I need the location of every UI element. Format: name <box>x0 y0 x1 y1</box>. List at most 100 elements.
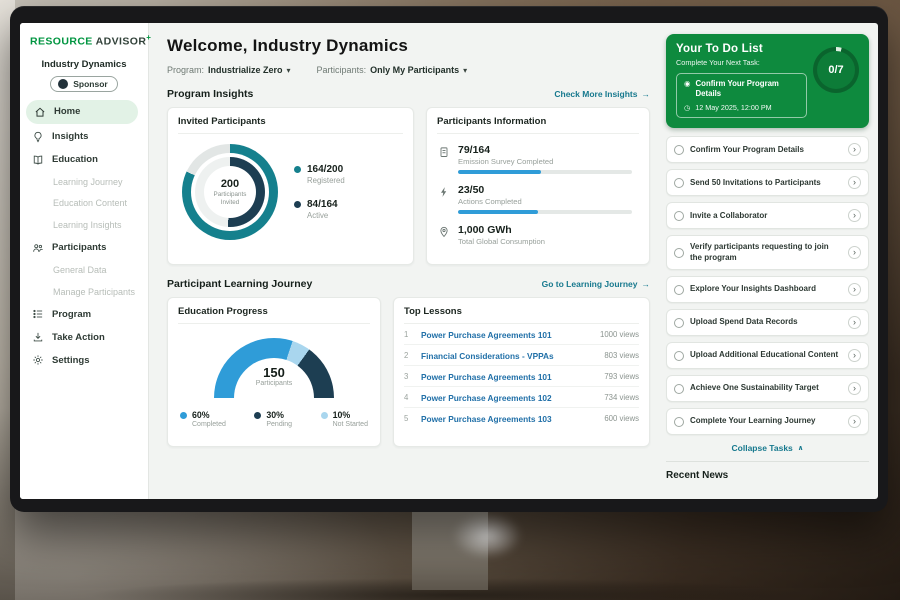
task-list: Confirm Your Program Details › Send 50 I… <box>666 136 869 441</box>
chevron-right-icon[interactable]: › <box>848 209 861 223</box>
sidebar-item-take-action[interactable]: Take Action <box>20 326 148 348</box>
chevron-right-icon[interactable]: › <box>848 415 861 429</box>
task-item[interactable]: Upload Spend Data Records › <box>666 309 869 337</box>
checkbox-icon[interactable] <box>674 247 684 258</box>
logo-plus: + <box>146 33 152 42</box>
checkbox-icon[interactable] <box>674 383 684 394</box>
go-to-learning-journey-link[interactable]: Go to Learning Journey → <box>542 279 650 289</box>
sidebar-item-learning-insights[interactable]: Learning Insights <box>20 215 148 236</box>
program-insights-header: Program Insights Check More Insights → <box>167 88 650 100</box>
chevron-right-icon[interactable]: › <box>848 176 861 190</box>
legend-item-not-started: 10% Not Started <box>320 410 368 428</box>
checkbox-icon[interactable] <box>674 144 684 155</box>
legend-item-active: 84/164 Active <box>294 199 345 220</box>
sidebar-item-label: General Data <box>53 264 107 275</box>
chevron-right-icon[interactable]: › <box>848 316 861 330</box>
lesson-row: 3 Power Purchase Agreements 101 793 view… <box>404 366 639 387</box>
chevron-right-icon[interactable]: › <box>848 382 861 396</box>
legend-dot <box>180 412 187 419</box>
gauge-center-label: Participants <box>255 380 293 387</box>
task-item[interactable]: Verify participants requesting to join t… <box>666 235 869 271</box>
task-label: Invite a Collaborator <box>690 210 768 220</box>
link-label: Go to Learning Journey <box>541 279 638 289</box>
program-filter[interactable]: Program: Industrialize Zero ▾ <box>167 65 291 75</box>
lesson-row: 5 Power Purchase Agreements 103 600 view… <box>404 408 639 428</box>
task-item[interactable]: Send 50 Invitations to Participants › <box>666 169 869 197</box>
org-name: Industry Dynamics <box>41 58 127 70</box>
sidebar-item-manage-participants[interactable]: Manage Participants <box>20 282 148 303</box>
task-item[interactable]: Invite a Collaborator › <box>666 202 869 230</box>
dashboard-screen: RESOURCE ADVISOR+ Industry Dynamics Spon… <box>20 23 878 499</box>
participants-filter-label: Participants: <box>316 65 367 75</box>
task-item[interactable]: Explore Your Insights Dashboard › <box>666 276 869 304</box>
stat-emission-survey: 79/164 Emission Survey Completed <box>437 144 639 174</box>
gauge-center-value: 150 <box>263 365 285 380</box>
gear-icon <box>32 354 44 366</box>
lesson-link[interactable]: Power Purchase Agreements 102 <box>421 392 552 403</box>
sidebar-item-insights[interactable]: Insights <box>20 126 148 148</box>
lesson-link[interactable]: Power Purchase Agreements 101 <box>421 329 552 340</box>
checkbox-icon[interactable] <box>674 284 684 295</box>
checkbox-icon[interactable] <box>674 210 684 221</box>
checkbox-icon[interactable] <box>674 416 684 427</box>
sidebar-item-label: Settings <box>52 354 90 366</box>
sidebar-item-general-data[interactable]: General Data <box>20 260 148 281</box>
clock-icon: ◷ <box>684 103 691 113</box>
sidebar-item-label: Participants <box>52 242 107 254</box>
main-content: Welcome, Industry Dynamics Program: Indu… <box>149 23 664 499</box>
logo-resource: RESOURCE <box>30 35 93 48</box>
task-label: Upload Spend Data Records <box>690 317 798 327</box>
task-item[interactable]: Confirm Your Program Details › <box>666 136 869 164</box>
chevron-right-icon[interactable]: › <box>848 246 861 260</box>
task-item[interactable]: Upload Additional Educational Content › <box>666 342 869 370</box>
check-more-insights-link[interactable]: Check More Insights → <box>554 89 650 99</box>
task-item[interactable]: Achieve One Sustainability Target › <box>666 375 869 403</box>
task-label: Send 50 Invitations to Participants <box>690 177 821 187</box>
book-icon <box>32 154 44 166</box>
legend-dot <box>294 166 301 173</box>
sponsor-badge[interactable]: Sponsor <box>50 75 118 92</box>
sidebar-item-education[interactable]: Education <box>20 149 148 171</box>
checkbox-icon[interactable] <box>674 350 684 361</box>
stat-label: Emission Survey Completed <box>458 157 554 166</box>
top-lessons-card: Top Lessons 1 Power Purchase Agreements … <box>393 297 650 447</box>
legend-value: 10% <box>332 410 351 420</box>
education-progress-gauge: 150 Participants <box>214 338 334 398</box>
lesson-link[interactable]: Financial Considerations - VPPAs <box>421 350 554 361</box>
checkbox-icon[interactable] <box>674 317 684 328</box>
checkbox-icon[interactable] <box>674 177 684 188</box>
stat-label: Actions Completed <box>458 197 522 206</box>
lesson-link[interactable]: Power Purchase Agreements 103 <box>421 413 552 424</box>
lesson-views: 793 views <box>604 372 639 381</box>
task-label: Verify participants requesting to join t… <box>690 242 829 262</box>
invited-participants-donut: 200 Participants Invited <box>182 144 278 240</box>
next-task-time: 12 May 2025, 12:00 PM <box>695 103 772 113</box>
sidebar-item-education-content[interactable]: Education Content <box>20 193 148 214</box>
monitor: RESOURCE ADVISOR+ Industry Dynamics Spon… <box>10 6 888 512</box>
legend-label: Not Started <box>332 421 368 428</box>
sidebar-item-home[interactable]: Home <box>26 99 138 124</box>
sidebar-item-label: Home <box>54 105 81 117</box>
stat-value: 23/50 <box>458 184 485 196</box>
lesson-link[interactable]: Power Purchase Agreements 101 <box>421 371 552 382</box>
card-title: Invited Participants <box>178 116 403 134</box>
sidebar-item-learning-journey[interactable]: Learning Journey <box>20 172 148 193</box>
sidebar-item-program[interactable]: Program <box>20 303 148 325</box>
task-item[interactable]: Complete Your Learning Journey › <box>666 408 869 436</box>
progress-bar <box>458 170 632 174</box>
program-filter-value: Industrialize Zero <box>208 65 283 75</box>
participants-filter[interactable]: Participants: Only My Participants ▾ <box>317 65 468 75</box>
next-task-box[interactable]: ◉ Confirm Your Program Details ◷ 12 May … <box>676 73 807 119</box>
chevron-right-icon[interactable]: › <box>848 283 861 297</box>
sidebar-item-participants[interactable]: Participants <box>20 237 148 259</box>
collapse-tasks-link[interactable]: Collapse Tasks ∧ <box>666 441 869 461</box>
chevron-right-icon[interactable]: › <box>848 349 861 363</box>
sidebar-item-label: Manage Participants <box>53 286 136 297</box>
sidebar-item-label: Take Action <box>52 331 105 343</box>
sidebar-item-settings[interactable]: Settings <box>20 349 148 371</box>
chevron-right-icon[interactable]: › <box>848 143 861 157</box>
actions-icon <box>437 185 450 198</box>
sidebar-item-label: Learning Journey <box>53 176 123 187</box>
legend-label: Active <box>307 211 329 220</box>
lesson-views: 1000 views <box>599 330 639 339</box>
